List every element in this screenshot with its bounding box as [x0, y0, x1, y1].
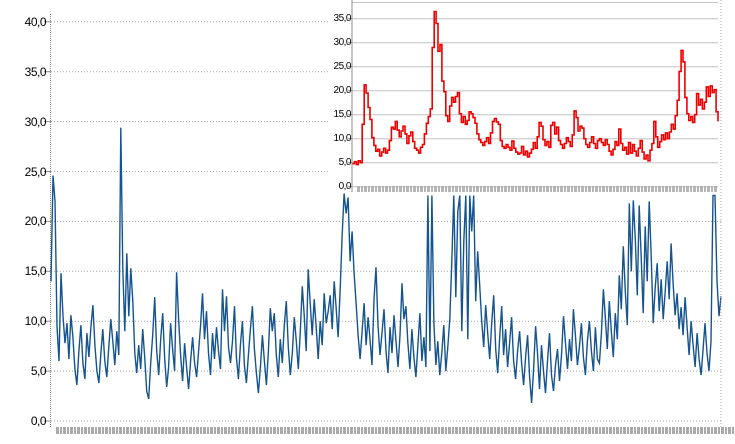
main-y-axis-label: 20,0 — [24, 214, 47, 229]
main-x-tick-strip — [55, 427, 734, 434]
inset-y-axis-label: 35,0 — [333, 13, 352, 25]
inset-y-axis-label: 25,0 — [333, 61, 352, 73]
main-y-axis-label: 5,0 — [30, 364, 47, 379]
main-series-line — [50, 127, 722, 404]
inset-y-axis-label: 5,0 — [338, 157, 352, 169]
main-y-axis-label: 15,0 — [24, 264, 47, 279]
inset-y-axis-label: 15,0 — [333, 109, 352, 121]
main-y-axis-label: 30,0 — [24, 114, 47, 129]
inset-background — [330, 0, 721, 192]
inset-y-axis-label: 0,0 — [338, 181, 352, 193]
inset-y-axis-label: 30,0 — [333, 37, 352, 49]
main-y-axis-label: 35,0 — [24, 64, 47, 79]
inset-x-tick-strip — [356, 186, 718, 192]
main-y-axis-label: 10,0 — [24, 314, 47, 329]
main-y-axis-label: 0,0 — [30, 414, 47, 428]
inset-series-line — [352, 10, 719, 166]
main-y-axis-label: 25,0 — [24, 164, 47, 179]
main-y-axis-label: 40,0 — [24, 14, 47, 29]
inset-y-axis-label: 20,0 — [333, 85, 352, 97]
inset-y-axis-label: 10,0 — [333, 133, 352, 145]
